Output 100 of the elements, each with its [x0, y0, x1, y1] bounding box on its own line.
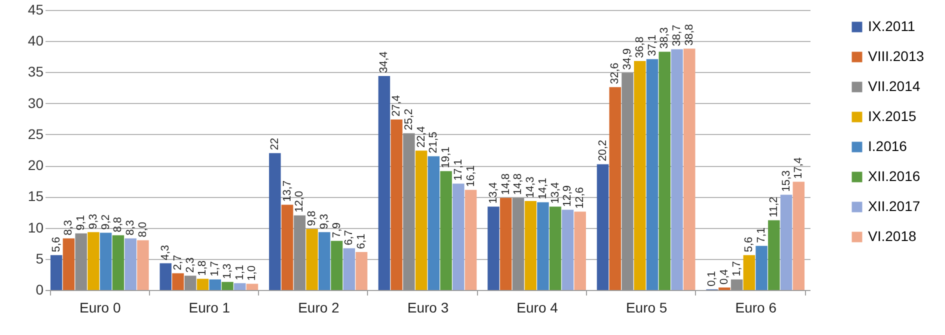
bar	[743, 255, 756, 290]
data-label: 6,7	[343, 230, 356, 246]
data-label: 12,6	[574, 187, 586, 209]
bar	[269, 153, 281, 290]
data-label: 2,7	[172, 254, 184, 270]
bar	[730, 279, 743, 290]
bar	[234, 283, 246, 290]
bar	[196, 278, 209, 290]
data-label: 13,4	[549, 182, 562, 204]
bar	[464, 190, 477, 290]
data-label: 12,9	[562, 185, 574, 207]
bar	[306, 229, 318, 290]
y-tick-label: 25	[28, 126, 44, 142]
bar	[124, 238, 136, 290]
data-label: 37,1	[646, 34, 658, 56]
y-tick-label: 5	[36, 250, 44, 266]
bar	[209, 279, 221, 290]
bar	[646, 59, 658, 290]
bar	[756, 246, 768, 290]
data-label: 1,8	[196, 260, 209, 276]
data-label: 8,3	[124, 220, 137, 236]
x-tick-label: Euro 4	[516, 300, 558, 316]
data-label: 9,3	[87, 214, 100, 230]
data-label: 1,7	[730, 261, 743, 276]
bar	[512, 198, 524, 290]
bar	[75, 233, 87, 290]
bar	[488, 206, 500, 290]
data-label: 34,4	[378, 52, 390, 73]
data-label: 5,6	[743, 236, 756, 252]
x-tick-label: Euro 1	[188, 300, 230, 316]
y-tick-label: 15	[28, 188, 44, 204]
x-tick-label: Euro 2	[298, 300, 340, 316]
bar	[356, 252, 368, 290]
data-label: 17,4	[792, 157, 805, 179]
data-label: 25,2	[402, 108, 415, 130]
bar	[184, 276, 196, 290]
y-tick-label: 45	[28, 2, 44, 18]
bar	[100, 232, 112, 290]
x-tick-label: Euro 5	[626, 300, 668, 316]
data-label: 9,3	[318, 214, 330, 230]
bar	[330, 240, 343, 290]
data-label: 1,3	[221, 264, 234, 279]
data-label: 8,3	[62, 220, 75, 236]
data-label: 9,1	[75, 215, 88, 230]
bar	[780, 194, 792, 290]
bar	[343, 248, 356, 290]
bar	[50, 255, 62, 290]
data-label: 14,3	[524, 176, 537, 198]
data-label: 8,8	[112, 216, 124, 232]
bar	[609, 87, 622, 290]
legend-label: VII.2014	[868, 78, 920, 94]
data-label: 9,2	[100, 214, 112, 230]
bar	[294, 215, 306, 290]
data-label: 15,3	[780, 170, 792, 192]
y-tick-label: 35	[28, 64, 44, 80]
bar	[622, 72, 634, 290]
data-label: 20,2	[596, 140, 609, 162]
data-label: 14,1	[536, 178, 549, 200]
bar	[403, 133, 415, 290]
y-tick-label: 10	[28, 219, 44, 236]
data-label: 22,4	[415, 126, 428, 148]
bar	[137, 240, 149, 290]
data-label: 22	[268, 138, 281, 150]
bar	[634, 61, 646, 290]
data-label: 21,5	[428, 132, 440, 154]
bar	[222, 282, 234, 290]
data-label: 38,7	[671, 24, 683, 46]
data-label: 14,8	[512, 173, 524, 195]
legend-label: XII.2017	[868, 198, 920, 214]
data-label: 1,1	[234, 264, 246, 280]
bar	[792, 182, 805, 290]
bar	[596, 164, 609, 290]
data-label: 7,1	[756, 228, 768, 243]
bar	[768, 220, 780, 290]
bar	[88, 232, 100, 290]
data-label: 27,4	[390, 95, 403, 117]
bar	[524, 201, 536, 290]
data-label: 0,4	[718, 269, 730, 285]
data-label: 38,3	[658, 27, 671, 49]
bar	[281, 204, 294, 290]
data-label: 16,1	[464, 165, 477, 187]
x-tick-label: Euro 6	[735, 300, 777, 316]
y-tick-label: 0	[36, 282, 44, 298]
legend-label: IX.2015	[868, 108, 916, 124]
data-label: 32,6	[609, 62, 622, 84]
bar	[112, 235, 124, 290]
bar	[172, 273, 184, 290]
data-label: 17,1	[452, 159, 464, 181]
x-tick-label: Euro 0	[80, 300, 121, 316]
data-label: 7,9	[330, 222, 343, 238]
data-label: 34,9	[622, 48, 634, 70]
legend-label: IX.2011	[868, 18, 916, 34]
bar	[390, 120, 402, 290]
bar	[683, 48, 696, 290]
data-label: 14,8	[500, 173, 512, 195]
data-label: 11,2	[768, 196, 780, 218]
legend-label: I.2016	[868, 138, 908, 154]
data-label: 12,0	[294, 190, 306, 212]
data-label: 19,1	[440, 146, 452, 168]
y-tick-label: 20	[28, 157, 44, 174]
